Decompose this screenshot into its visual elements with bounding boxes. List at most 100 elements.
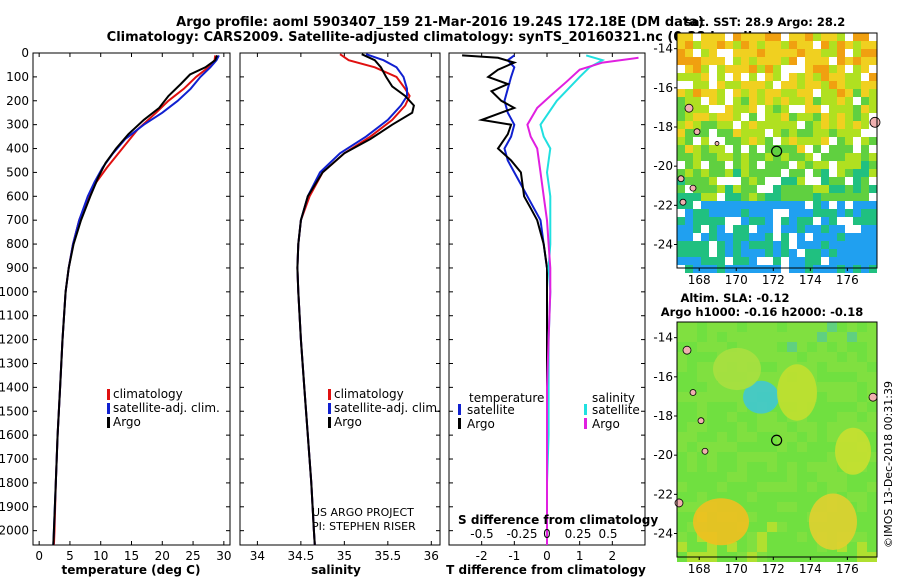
map-sst-cell (693, 161, 701, 169)
map-sst-cell (773, 121, 781, 129)
map-sst-cell (829, 73, 837, 81)
diff-x-tick-label: 0 (543, 549, 551, 563)
map-sst-cell (805, 65, 813, 73)
map-sst-cell (741, 161, 749, 169)
map-sst-cell (821, 153, 829, 161)
map-sst-cell (725, 105, 733, 113)
map-sla-cell (817, 382, 827, 392)
map-sla-cell (807, 472, 817, 482)
map-sst-cell (709, 153, 717, 161)
map-sla-cell (857, 372, 867, 382)
map-sst-cell (693, 177, 701, 185)
map-sla-cell (697, 362, 707, 372)
map-sla-cell (867, 412, 877, 422)
map-sst-cell (837, 161, 845, 169)
map-sla-cell (707, 412, 717, 422)
map-sla-y-tick-label: -14 (653, 331, 673, 345)
map-sla-cell (817, 322, 827, 332)
map-sst-cell (821, 233, 829, 241)
map-sst-cell (709, 57, 717, 65)
map-sla-y-tick-label: -20 (653, 448, 673, 462)
map-sst-cell (717, 57, 725, 65)
map-sla-cell (827, 332, 837, 342)
map-sst-cell (797, 217, 805, 225)
map-sst-cell (853, 89, 861, 97)
map-sst-cell (821, 137, 829, 145)
sal-x-tick-label: 34.5 (288, 549, 315, 563)
map-sst-cell (781, 153, 789, 161)
map-sla-cell (807, 442, 817, 452)
s-difference-label: S difference from climatology (458, 513, 658, 527)
map-sst-cell (677, 105, 685, 113)
map-sst-cell (781, 241, 789, 249)
map-sst-cell (693, 193, 701, 201)
map-sst-cell (845, 113, 853, 121)
map-sst-cell (685, 161, 693, 169)
map-sla-cell (827, 422, 837, 432)
map-sla-cell (817, 412, 827, 422)
map-sst-cell (837, 57, 845, 65)
map-sst-cell (805, 97, 813, 105)
map-sst-cell (845, 209, 853, 217)
map-sla-cell (767, 522, 777, 532)
map-sst-cell (861, 113, 869, 121)
map-sst-cell (725, 201, 733, 209)
map-sst-cell (749, 209, 757, 217)
map-sla-cell (797, 342, 807, 352)
map-sst-y-tick-label: -14 (653, 42, 673, 56)
map-sla-cell (737, 412, 747, 422)
sst-map: -14 -16 -18 -20 -22 -24 168 170 172 174 176 (653, 32, 881, 287)
map-sst-cell (773, 193, 781, 201)
map-sst-cell (765, 265, 773, 273)
map-sst-cell (693, 169, 701, 177)
map-sla-cell (707, 392, 717, 402)
map-sst-cell (813, 145, 821, 153)
map-sla-frame (676, 321, 878, 558)
map-sla-cell (717, 402, 727, 412)
map-sst-cell (837, 89, 845, 97)
map-sla-cell (757, 512, 767, 522)
map-sst-cell (813, 233, 821, 241)
map-sla-cell (697, 342, 707, 352)
map-sst-cell (837, 257, 845, 265)
map-sst-cell (749, 97, 757, 105)
map-sla-cell (737, 492, 747, 502)
map-sst-cell (789, 121, 797, 129)
map-sst-cell (709, 121, 717, 129)
map-sst-cell (773, 241, 781, 249)
map-sst-cell (693, 73, 701, 81)
map-sst-cell (749, 217, 757, 225)
map-sla-cell (867, 382, 877, 392)
map-sla-cell (857, 352, 867, 362)
map-sla-cell (777, 522, 787, 532)
map-sla-cell (687, 502, 697, 512)
map-sst-cell (821, 217, 829, 225)
map-sla-cell (687, 512, 697, 522)
map-sst-cell (765, 89, 773, 97)
map-sst-cell (733, 241, 741, 249)
map-sst-cell (845, 105, 853, 113)
map-sst-cell (685, 145, 693, 153)
map-sla-x-tick-label: 170 (725, 562, 748, 576)
map-sst-cell (813, 121, 821, 129)
map-sla-cell (817, 462, 827, 472)
map-sst-cell (829, 233, 837, 241)
map-sst-cell (717, 89, 725, 97)
map-sla-cell (837, 332, 847, 342)
map-sla-cell (867, 482, 877, 492)
map-sla-feature (743, 380, 779, 414)
map-sst-cell (773, 65, 781, 73)
diff-x-tick-label: -1 (508, 549, 520, 563)
map-sla-cell (717, 332, 727, 342)
map-sst-cell (781, 137, 789, 145)
map-sst-cell (693, 217, 701, 225)
map-sst-cell (829, 249, 837, 257)
map-sst-cell (765, 73, 773, 81)
diff-series-salinity-satellite (539, 54, 606, 545)
map-sla-cell (767, 442, 777, 452)
map-sla-cell (857, 342, 867, 352)
map-sst-cell (725, 193, 733, 201)
map-sla-cell (727, 462, 737, 472)
y-tick-label: 1800 (0, 476, 29, 490)
map-sst-cell (789, 201, 797, 209)
